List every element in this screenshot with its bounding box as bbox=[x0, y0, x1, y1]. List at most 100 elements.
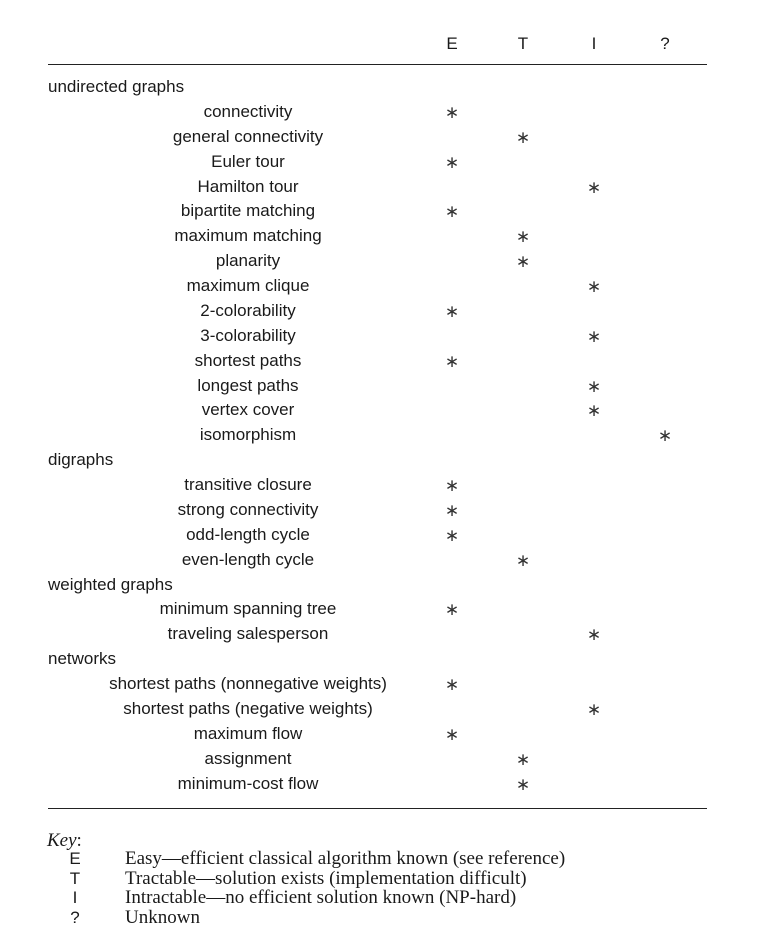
problem-label: even-length cycle bbox=[181, 549, 315, 569]
key-code: T bbox=[69, 868, 81, 888]
problem-label: 3-colorability bbox=[200, 325, 296, 345]
group-row: networks bbox=[0, 647, 772, 671]
group-row: digraphs bbox=[0, 448, 772, 472]
problem-label: Euler tour bbox=[211, 151, 285, 171]
group-label: weighted graphs bbox=[48, 574, 173, 594]
table-row: vertex cover ∗ bbox=[0, 398, 772, 422]
classification-mark: ∗ bbox=[444, 351, 460, 372]
problem-label: shortest paths (nonnegative weights) bbox=[109, 674, 387, 694]
classification-mark: ∗ bbox=[515, 749, 531, 770]
table-row: assignment ∗ bbox=[0, 747, 772, 771]
table-row: isomorphism ∗ bbox=[0, 423, 772, 447]
classification-mark: ∗ bbox=[444, 600, 460, 621]
key-description: Easy—efficient classical algorithm known… bbox=[125, 848, 566, 869]
table-row: Euler tour ∗ bbox=[0, 150, 772, 174]
problem-label: Hamilton tour bbox=[197, 176, 299, 196]
table-row: Hamilton tour ∗ bbox=[0, 175, 772, 199]
problem-label: longest paths bbox=[197, 375, 299, 395]
problem-label: maximum clique bbox=[186, 276, 310, 296]
classification-mark: ∗ bbox=[586, 401, 602, 422]
key-description: Unknown bbox=[125, 906, 200, 928]
table-row: transitive closure ∗ bbox=[0, 473, 772, 497]
column-header: E bbox=[446, 34, 458, 53]
problem-label: strong connectivity bbox=[177, 499, 319, 519]
group-label: digraphs bbox=[48, 450, 114, 470]
table-row: connectivity ∗ bbox=[0, 100, 772, 124]
classification-mark: ∗ bbox=[444, 675, 460, 696]
key-entry: T Tractable—solution exists (implementati… bbox=[60, 868, 760, 890]
classification-mark: ∗ bbox=[586, 277, 602, 298]
classification-mark: ∗ bbox=[586, 700, 602, 720]
classification-mark: ∗ bbox=[444, 102, 460, 123]
problem-label: minimum-cost flow bbox=[177, 773, 319, 793]
table-row: longest paths ∗ bbox=[0, 374, 772, 398]
table-row: general connectivity ∗ bbox=[0, 125, 772, 149]
table-row: 3-colorability ∗ bbox=[0, 324, 772, 348]
problem-label: planarity bbox=[215, 251, 281, 271]
classification-mark: ∗ bbox=[515, 127, 531, 148]
table-row: bipartite matching ∗ bbox=[0, 199, 772, 223]
classification-mark: ∗ bbox=[586, 177, 602, 198]
classification-mark: ∗ bbox=[444, 152, 460, 173]
classification-mark: ∗ bbox=[586, 326, 602, 347]
key-entry: ? Unknown bbox=[60, 907, 760, 929]
classification-mark: ∗ bbox=[586, 376, 602, 397]
problem-label: maximum matching bbox=[174, 226, 322, 246]
problem-label: minimum spanning tree bbox=[159, 599, 337, 619]
classification-mark: ∗ bbox=[515, 252, 531, 273]
table-row: planarity ∗ bbox=[0, 249, 772, 273]
table-row: 2-colorability ∗ bbox=[0, 299, 772, 323]
group-row: undirected graphs bbox=[0, 75, 772, 99]
classification-mark: ∗ bbox=[444, 500, 460, 521]
key-entry: I Intractable—no efficient solution known… bbox=[60, 887, 760, 909]
classification-mark: ∗ bbox=[444, 724, 460, 745]
problem-label: general connectivity bbox=[172, 126, 324, 146]
key-description: Tractable—solution exists (implementatio… bbox=[125, 867, 527, 889]
problem-label: bipartite matching bbox=[180, 201, 316, 221]
key-code: ? bbox=[70, 907, 80, 927]
problem-label: assignment bbox=[204, 748, 292, 768]
classification-mark: ∗ bbox=[586, 625, 602, 646]
key-code: I bbox=[72, 888, 78, 907]
classification-mark: ∗ bbox=[444, 202, 460, 223]
table-row: even-length cycle ∗ bbox=[0, 548, 772, 572]
problem-label: vertex cover bbox=[201, 400, 295, 420]
classification-mark: ∗ bbox=[657, 426, 673, 447]
classification-mark: ∗ bbox=[515, 550, 531, 571]
table-row: minimum-cost flow ∗ bbox=[0, 772, 772, 796]
top-rule bbox=[48, 64, 707, 65]
classification-mark: ∗ bbox=[444, 476, 460, 497]
problem-label: shortest paths bbox=[194, 350, 302, 370]
bottom-rule bbox=[48, 808, 707, 809]
key-title: Key: bbox=[47, 830, 82, 851]
column-header: ? bbox=[660, 34, 670, 53]
problem-label: transitive closure bbox=[184, 475, 312, 495]
problem-label: maximum flow bbox=[193, 723, 303, 743]
table-row: maximum matching ∗ bbox=[0, 224, 772, 248]
table-row: maximum flow ∗ bbox=[0, 722, 772, 746]
problem-label: isomorphism bbox=[199, 425, 297, 445]
table-row: traveling salesperson ∗ bbox=[0, 622, 772, 646]
problem-label: 2-colorability bbox=[200, 300, 296, 320]
group-row: weighted graphs bbox=[0, 573, 772, 597]
problem-label: shortest paths (negative weights) bbox=[123, 699, 373, 718]
table-row: shortest paths (negative weights) ∗ bbox=[0, 697, 772, 721]
group-label: networks bbox=[48, 649, 117, 669]
problem-label: odd-length cycle bbox=[186, 524, 310, 544]
key-code: E bbox=[69, 849, 81, 868]
table-row: shortest paths ∗ bbox=[0, 349, 772, 373]
column-header: T bbox=[517, 34, 529, 53]
classification-mark: ∗ bbox=[515, 227, 531, 248]
table-row: shortest paths (nonnegative weights) ∗ bbox=[0, 672, 772, 696]
problem-label: connectivity bbox=[203, 101, 293, 121]
key-description: Intractable—no efficient solution known … bbox=[125, 887, 517, 908]
table-row: minimum spanning tree ∗ bbox=[0, 597, 772, 621]
key-entry: E Easy—efficient classical algorithm know… bbox=[60, 848, 760, 870]
problem-label: traveling salesperson bbox=[167, 624, 329, 644]
classification-mark: ∗ bbox=[444, 301, 460, 322]
column-header: I bbox=[591, 34, 597, 53]
group-label: undirected graphs bbox=[48, 77, 185, 96]
table-row: maximum clique ∗ bbox=[0, 274, 772, 298]
table-row: odd-length cycle ∗ bbox=[0, 523, 772, 547]
